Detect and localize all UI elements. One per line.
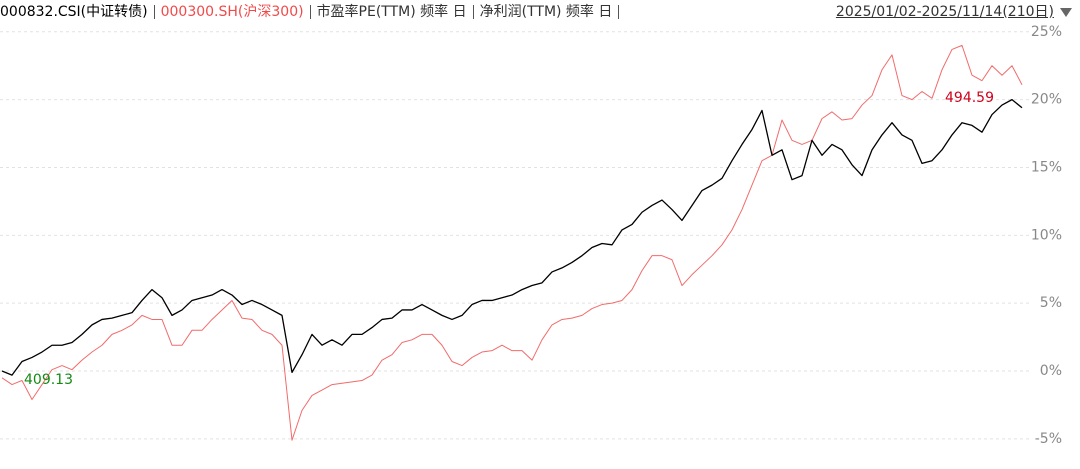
separator [618,5,620,19]
legend-item[interactable]: 000832.CSI(中证转债) [0,4,148,20]
y-tick-label: 25% [1031,24,1062,40]
series-line [1,98,1023,376]
header-item[interactable]: 净利润(TTM) 频率 日 [479,4,613,20]
header: 000832.CSI(中证转债) 000300.SH(沪深300) 市盈率PE(… [0,2,625,22]
dropdown-icon[interactable] [1060,8,1072,17]
y-tick-label: 0% [1040,363,1062,379]
separator [309,5,311,19]
annotation: 494.59 [945,90,994,106]
y-tick-label: 5% [1040,295,1062,311]
separator [472,5,474,19]
legend-item[interactable]: 000300.SH(沪深300) [160,4,304,20]
series-line [1,44,1023,441]
separator [153,5,155,19]
y-tick-label: 10% [1031,227,1062,243]
date-range[interactable]: 2025/01/02-2025/11/14(210日) [835,4,1054,20]
y-tick-label: 15% [1031,159,1062,175]
header-item[interactable]: 市盈率PE(TTM) 频率 日 [316,4,467,20]
y-tick-label: 20% [1031,92,1062,108]
annotation: 409.13 [24,372,73,388]
y-tick-label: -5% [1035,431,1062,447]
